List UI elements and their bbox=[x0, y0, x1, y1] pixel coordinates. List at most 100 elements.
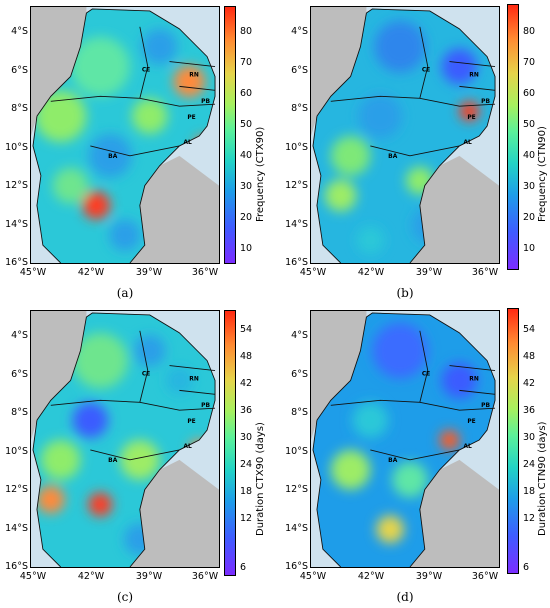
map-a-field: CE RN PB PE AL BA bbox=[31, 7, 219, 263]
colorbar-tick: 10 bbox=[240, 243, 253, 254]
x-tick: 39°W bbox=[415, 267, 443, 278]
y-tick: 4°S bbox=[11, 330, 28, 341]
colorbar-tick: 12 bbox=[523, 513, 536, 524]
y-tick: 6°S bbox=[291, 65, 308, 76]
x-tick: 45°W bbox=[299, 267, 327, 278]
colorbar-tick: 20 bbox=[240, 212, 253, 223]
colorbar-tick: 30 bbox=[523, 432, 536, 443]
x-tick: 39°W bbox=[415, 571, 443, 582]
state-label-al: AL bbox=[183, 443, 192, 450]
map-b-field: CE RN PB PE AL BA bbox=[311, 7, 499, 263]
state-label-al: AL bbox=[463, 443, 472, 450]
state-label-pe: PE bbox=[467, 114, 475, 121]
map-b: CE RN PB PE AL BA bbox=[310, 6, 500, 264]
y-tick: 12°S bbox=[285, 180, 308, 191]
state-label-rn: RN bbox=[469, 375, 479, 382]
state-label-ba: BA bbox=[388, 457, 398, 464]
state-label-pb: PB bbox=[481, 402, 490, 409]
colorbar-tick: 30 bbox=[523, 181, 536, 192]
x-tick: 42°W bbox=[357, 267, 385, 278]
colorbar-tick: 50 bbox=[240, 119, 253, 130]
colorbar-tick: 40 bbox=[523, 150, 536, 161]
state-label-rn: RN bbox=[469, 71, 479, 78]
y-tick: 4°S bbox=[291, 26, 308, 37]
panel-caption: (b) bbox=[396, 286, 414, 300]
y-tick: 4°S bbox=[291, 330, 308, 341]
colorbar bbox=[507, 308, 519, 574]
colorbar-tick: 60 bbox=[523, 88, 536, 99]
colorbar-tick: 42 bbox=[523, 378, 536, 389]
map-d-field: CE RN PB PE AL BA bbox=[311, 311, 499, 567]
y-tick: 10°S bbox=[5, 142, 28, 153]
colorbar-label: Duration CTX90 (days) bbox=[255, 422, 266, 536]
y-tick: 14°S bbox=[5, 219, 28, 230]
x-tick: 42°W bbox=[77, 267, 105, 278]
colorbar-tick: 12 bbox=[240, 513, 253, 524]
colorbar-tick: 18 bbox=[523, 486, 536, 497]
colorbar-tick: 36 bbox=[240, 405, 253, 416]
colorbar-tick: 36 bbox=[523, 405, 536, 416]
state-label-pb: PB bbox=[201, 402, 210, 409]
y-tick: 12°S bbox=[5, 180, 28, 191]
panel-b: CE RN PB PE AL BA 4°S 6°S 8°S 10°S 12°S … bbox=[275, 0, 550, 304]
colorbar bbox=[507, 4, 519, 270]
colorbar-tick: 70 bbox=[523, 57, 536, 68]
state-label-ba: BA bbox=[388, 153, 398, 160]
colorbar-tick: 70 bbox=[240, 57, 253, 68]
colorbar bbox=[224, 6, 236, 264]
y-tick: 16°S bbox=[285, 257, 308, 268]
y-tick: 10°S bbox=[5, 446, 28, 457]
y-tick: 16°S bbox=[285, 561, 308, 572]
y-tick: 16°S bbox=[5, 561, 28, 572]
colorbar-tick: 18 bbox=[240, 486, 253, 497]
colorbar-label: Duration CTN90 (days) bbox=[537, 421, 548, 537]
x-tick: 36°W bbox=[191, 571, 219, 582]
panel-caption: (a) bbox=[116, 286, 134, 300]
colorbar-label: Frequency (CTX90) bbox=[255, 126, 266, 222]
y-tick: 8°S bbox=[291, 407, 308, 418]
x-tick: 45°W bbox=[299, 571, 327, 582]
colorbar-tick: 80 bbox=[523, 26, 536, 37]
state-label-pb: PB bbox=[201, 98, 210, 105]
x-tick: 36°W bbox=[471, 267, 499, 278]
x-tick: 42°W bbox=[77, 571, 105, 582]
state-label-rn: RN bbox=[189, 71, 199, 78]
colorbar-tick: 50 bbox=[523, 119, 536, 130]
x-tick: 36°W bbox=[471, 571, 499, 582]
state-label-pe: PE bbox=[187, 114, 195, 121]
colorbar-tick: 60 bbox=[240, 88, 253, 99]
colorbar-tick: 24 bbox=[523, 459, 536, 470]
colorbar-tick: 40 bbox=[240, 150, 253, 161]
state-label-ce: CE bbox=[142, 66, 150, 73]
state-label-al: AL bbox=[463, 139, 472, 146]
colorbar-tick: 54 bbox=[523, 324, 536, 335]
colorbar-label: Frequency (CTN90) bbox=[537, 126, 548, 222]
y-tick: 8°S bbox=[291, 103, 308, 114]
colorbar bbox=[224, 310, 236, 576]
state-label-ce: CE bbox=[422, 370, 430, 377]
panel-c: CE RN PB PE AL BA 4°S 6°S 8°S 10°S 12°S … bbox=[0, 304, 275, 608]
y-tick: 6°S bbox=[11, 65, 28, 76]
y-tick: 12°S bbox=[285, 484, 308, 495]
y-tick: 8°S bbox=[11, 407, 28, 418]
y-tick: 10°S bbox=[285, 142, 308, 153]
y-tick: 14°S bbox=[285, 219, 308, 230]
y-tick: 12°S bbox=[5, 484, 28, 495]
colorbar-tick: 20 bbox=[523, 212, 536, 223]
y-tick: 14°S bbox=[285, 523, 308, 534]
y-tick: 10°S bbox=[285, 446, 308, 457]
x-tick: 39°W bbox=[135, 571, 163, 582]
x-tick: 39°W bbox=[135, 267, 163, 278]
colorbar-tick: 6 bbox=[523, 562, 530, 573]
colorbar-tick: 42 bbox=[240, 378, 253, 389]
colorbar-tick: 48 bbox=[523, 351, 536, 362]
colorbar-tick: 10 bbox=[523, 243, 536, 254]
map-c-field: CE RN PB PE AL BA bbox=[31, 311, 219, 567]
state-label-al: AL bbox=[183, 139, 192, 146]
state-label-ba: BA bbox=[108, 457, 118, 464]
colorbar-tick: 6 bbox=[240, 562, 247, 573]
y-tick: 14°S bbox=[5, 523, 28, 534]
colorbar-tick: 80 bbox=[240, 26, 253, 37]
colorbar-tick: 48 bbox=[240, 351, 253, 362]
state-label-pe: PE bbox=[467, 418, 475, 425]
